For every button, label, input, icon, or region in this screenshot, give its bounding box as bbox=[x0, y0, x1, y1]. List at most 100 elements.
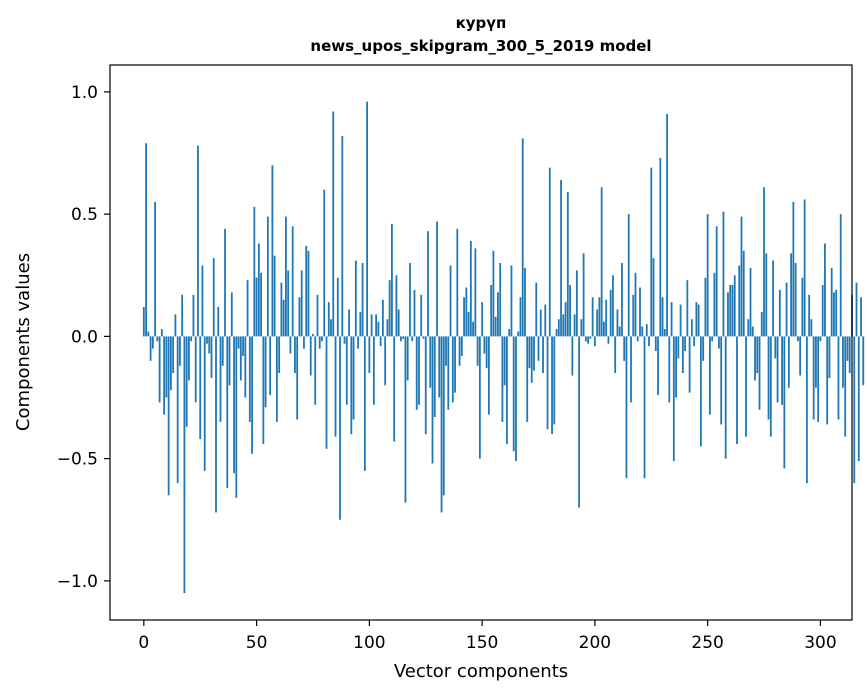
x-tick-label: 50 bbox=[246, 633, 268, 653]
bar bbox=[316, 294, 319, 337]
bar bbox=[580, 319, 583, 337]
bar bbox=[429, 336, 432, 388]
bar bbox=[639, 287, 641, 337]
bar bbox=[483, 336, 486, 354]
bar bbox=[350, 336, 353, 435]
bar bbox=[618, 326, 621, 337]
bar bbox=[474, 248, 477, 337]
bar bbox=[400, 336, 402, 342]
bar bbox=[431, 336, 434, 464]
bar bbox=[722, 211, 725, 337]
x-axis-label: Vector components bbox=[394, 661, 568, 682]
bar bbox=[528, 336, 531, 369]
bar bbox=[427, 231, 429, 337]
bar bbox=[668, 336, 671, 403]
bar bbox=[298, 297, 301, 337]
bar bbox=[465, 287, 468, 337]
bar bbox=[503, 336, 506, 386]
bar bbox=[720, 336, 723, 425]
bar bbox=[569, 285, 571, 337]
y-tick-label: 0.5 bbox=[71, 205, 98, 225]
bar bbox=[296, 336, 299, 420]
bar bbox=[715, 226, 718, 337]
bar bbox=[826, 336, 829, 425]
bar bbox=[257, 243, 260, 337]
bar bbox=[368, 336, 371, 374]
bar bbox=[481, 302, 484, 337]
bar bbox=[546, 336, 549, 430]
bar bbox=[544, 304, 547, 337]
bar bbox=[603, 321, 605, 337]
bar bbox=[185, 336, 188, 427]
bar bbox=[285, 216, 287, 337]
bar bbox=[485, 336, 488, 369]
bar bbox=[769, 336, 772, 437]
bar bbox=[291, 226, 294, 337]
bar bbox=[740, 216, 743, 337]
bar bbox=[253, 206, 256, 337]
bar bbox=[345, 336, 348, 405]
bar bbox=[711, 336, 714, 342]
bar bbox=[848, 336, 851, 374]
bar bbox=[695, 302, 698, 337]
bar bbox=[643, 336, 646, 479]
bar bbox=[593, 336, 596, 347]
bar bbox=[165, 336, 168, 398]
bar bbox=[235, 336, 238, 498]
bar bbox=[605, 299, 608, 337]
bar bbox=[600, 187, 603, 337]
bar bbox=[582, 253, 585, 337]
bar bbox=[833, 292, 835, 337]
x-axis-ticks: 0 50 100 150 200 250 300 bbox=[138, 620, 837, 653]
bar bbox=[566, 192, 569, 337]
bar bbox=[709, 336, 711, 415]
bar bbox=[314, 336, 317, 405]
y-tick-label: 0.0 bbox=[71, 327, 98, 347]
bar bbox=[591, 297, 594, 337]
bar bbox=[156, 336, 159, 342]
bar bbox=[548, 167, 551, 337]
bar bbox=[463, 297, 465, 337]
bar bbox=[857, 336, 860, 462]
bar bbox=[476, 336, 479, 366]
bar bbox=[853, 336, 856, 484]
x-tick-label: 100 bbox=[353, 633, 385, 653]
bar bbox=[526, 336, 529, 422]
bar bbox=[625, 336, 628, 479]
bar bbox=[424, 336, 427, 435]
bar bbox=[506, 336, 508, 444]
bar bbox=[445, 336, 447, 366]
bar bbox=[519, 297, 522, 337]
chart-title-line2: news_upos_skipgram_300_5_2019 model bbox=[310, 37, 651, 55]
bar bbox=[352, 336, 355, 420]
bar bbox=[571, 336, 574, 376]
bar bbox=[266, 216, 269, 337]
bar bbox=[472, 321, 474, 337]
bar bbox=[767, 336, 770, 420]
bar bbox=[307, 250, 310, 337]
bar bbox=[614, 336, 617, 374]
bar bbox=[666, 113, 668, 337]
bar bbox=[490, 285, 493, 337]
bar bbox=[361, 263, 364, 337]
bar bbox=[817, 336, 820, 422]
y-axis-label: Components values bbox=[13, 253, 34, 431]
bar bbox=[774, 336, 777, 359]
bar bbox=[386, 319, 389, 337]
bar bbox=[661, 297, 664, 337]
bar bbox=[844, 336, 847, 437]
bar bbox=[830, 267, 833, 337]
bar bbox=[796, 336, 799, 342]
bar bbox=[280, 282, 283, 337]
bar bbox=[454, 336, 456, 393]
bar bbox=[799, 336, 802, 376]
bars-group bbox=[142, 101, 865, 594]
bar bbox=[672, 336, 675, 462]
bar bbox=[327, 302, 330, 337]
x-tick-label: 250 bbox=[691, 633, 723, 653]
bar bbox=[828, 336, 831, 378]
bar bbox=[704, 277, 707, 337]
bar bbox=[738, 265, 741, 337]
bar bbox=[501, 336, 504, 422]
